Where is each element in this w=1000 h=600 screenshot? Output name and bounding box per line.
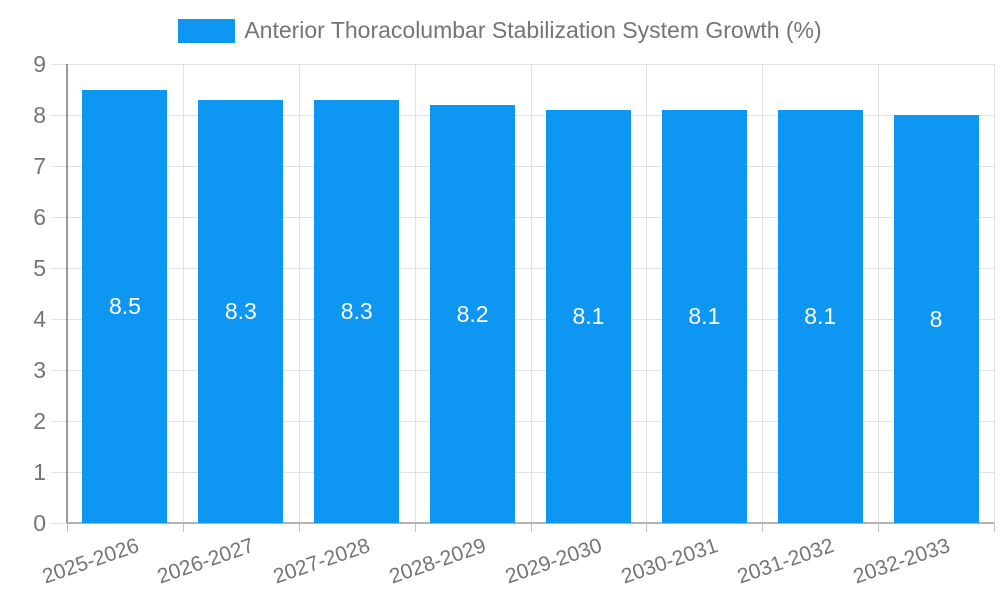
x-axis-tick — [414, 523, 416, 532]
gridline-vertical — [298, 64, 300, 523]
x-tick-label: 2026-2027 — [154, 534, 258, 589]
bar[interactable] — [777, 109, 863, 523]
y-tick-label: 3 — [33, 357, 46, 383]
bar[interactable] — [661, 109, 747, 523]
bar[interactable] — [430, 104, 516, 523]
x-tick-label: 2029-2030 — [502, 534, 605, 589]
x-axis-tick — [994, 523, 995, 532]
gridline-vertical — [762, 64, 764, 523]
x-axis-tick — [67, 523, 68, 532]
gridline-horizontal — [51, 64, 994, 65]
x-axis-line — [66, 522, 994, 524]
x-tick-label: 2031-2032 — [734, 534, 837, 589]
gridline-vertical — [994, 64, 995, 523]
x-tick-label: 2032-2033 — [850, 534, 953, 589]
x-tick-label: 2028-2029 — [386, 534, 490, 589]
bar[interactable] — [545, 109, 631, 523]
y-tick-label: 9 — [33, 51, 46, 77]
legend-swatch-icon — [178, 18, 236, 43]
bar[interactable] — [198, 99, 284, 523]
y-tick-label: 4 — [33, 306, 46, 332]
x-tick-label: 2027-2028 — [270, 534, 374, 589]
legend-label: Anterior Thoracolumbar Stabilization Sys… — [244, 17, 822, 43]
y-tick-label: 6 — [33, 204, 46, 230]
y-tick-label: 0 — [33, 510, 46, 536]
y-tick-label: 8 — [33, 102, 46, 128]
y-axis-line — [66, 64, 68, 523]
gridline-vertical — [530, 64, 532, 523]
legend[interactable]: Anterior Thoracolumbar Stabilization Sys… — [0, 17, 1000, 44]
y-tick-label: 7 — [33, 153, 46, 179]
gridline-vertical — [414, 64, 416, 523]
x-tick-label: 2030-2031 — [618, 534, 721, 589]
y-tick-label: 2 — [33, 408, 46, 434]
x-axis-tick — [878, 523, 880, 532]
gridline-vertical — [182, 64, 184, 523]
x-axis-tick — [646, 523, 648, 532]
x-axis-tick — [182, 523, 184, 532]
x-axis-tick — [762, 523, 764, 532]
gridline-vertical — [878, 64, 880, 523]
bar[interactable] — [82, 89, 168, 523]
y-axis-tick — [51, 523, 67, 524]
x-axis-tick — [298, 523, 300, 532]
x-axis-tick — [530, 523, 532, 532]
bar[interactable] — [314, 99, 400, 523]
bar[interactable] — [893, 115, 979, 523]
y-tick-label: 5 — [33, 255, 46, 281]
x-tick-label: 2025-2026 — [38, 534, 142, 589]
gridline-vertical — [646, 64, 648, 523]
y-tick-label: 1 — [33, 459, 46, 485]
